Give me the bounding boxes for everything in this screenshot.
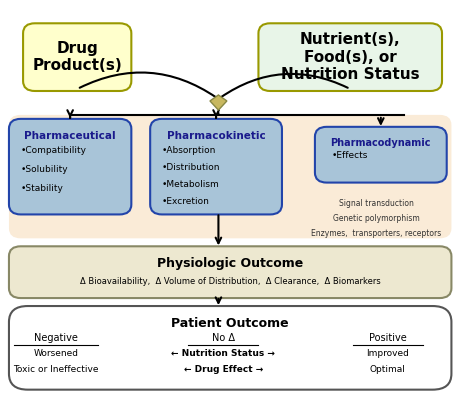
Text: Negative: Negative (34, 333, 78, 343)
FancyBboxPatch shape (315, 127, 447, 182)
Text: •Absorption: •Absorption (162, 146, 216, 154)
Text: Improved: Improved (366, 349, 410, 358)
Text: Enzymes,  transporters, receptors: Enzymes, transporters, receptors (311, 229, 441, 238)
Text: Worsened: Worsened (34, 349, 79, 358)
Text: Positive: Positive (369, 333, 407, 343)
FancyBboxPatch shape (150, 119, 282, 215)
Text: Physiologic Outcome: Physiologic Outcome (157, 257, 303, 270)
Text: •Effects: •Effects (331, 151, 368, 160)
Text: Optimal: Optimal (370, 365, 406, 375)
Text: Toxic or Ineffective: Toxic or Ineffective (13, 365, 99, 375)
Text: Pharmacodynamic: Pharmacodynamic (330, 138, 431, 148)
FancyBboxPatch shape (9, 246, 451, 298)
Text: •Stability: •Stability (21, 184, 64, 193)
Text: Pharmaceutical: Pharmaceutical (24, 131, 116, 141)
Text: •Excretion: •Excretion (162, 197, 210, 206)
FancyBboxPatch shape (23, 23, 131, 91)
Text: Drug
Product(s): Drug Product(s) (32, 41, 122, 73)
Text: •Solubility: •Solubility (21, 165, 68, 174)
Text: •Distribution: •Distribution (162, 163, 220, 172)
Text: •Metabolism: •Metabolism (162, 180, 219, 189)
Text: Δ Bioavailability,  Δ Volume of Distribution,  Δ Clearance,  Δ Biomarkers: Δ Bioavailability, Δ Volume of Distribut… (80, 277, 381, 286)
Text: Genetic polymorphism: Genetic polymorphism (333, 214, 419, 223)
Polygon shape (210, 95, 227, 110)
Text: ← Drug Effect →: ← Drug Effect → (183, 365, 263, 375)
Text: No Δ: No Δ (211, 333, 235, 343)
Text: •Compatibility: •Compatibility (21, 146, 87, 154)
Text: Pharmacokinetic: Pharmacokinetic (167, 131, 265, 141)
FancyBboxPatch shape (9, 119, 131, 215)
Text: ← Nutrition Status →: ← Nutrition Status → (171, 349, 275, 358)
Text: Patient Outcome: Patient Outcome (172, 317, 289, 330)
Text: Nutrient(s),
Food(s), or
Nutrition Status: Nutrient(s), Food(s), or Nutrition Statu… (281, 32, 419, 82)
FancyBboxPatch shape (9, 115, 451, 238)
FancyBboxPatch shape (258, 23, 442, 91)
FancyBboxPatch shape (9, 306, 451, 390)
Text: Signal transduction: Signal transduction (339, 198, 413, 207)
